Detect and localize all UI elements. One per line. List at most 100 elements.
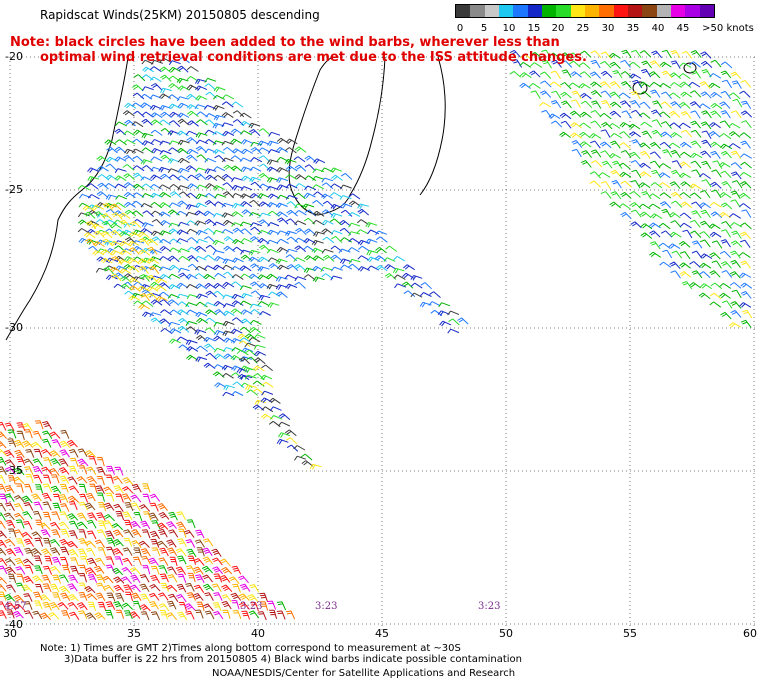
wind-barb bbox=[649, 151, 661, 159]
wind-barb bbox=[149, 493, 161, 502]
madagascar-east-coast bbox=[419, 56, 446, 196]
wind-barb bbox=[709, 270, 721, 278]
wind-barb bbox=[85, 547, 96, 557]
wind-barb bbox=[203, 538, 214, 547]
wind-barb bbox=[540, 80, 552, 88]
wind-barb bbox=[41, 574, 51, 584]
wind-barb bbox=[560, 82, 572, 90]
wind-barb bbox=[212, 148, 225, 155]
wind-barb bbox=[160, 173, 172, 181]
wind-barb bbox=[284, 147, 297, 154]
wind-barb bbox=[710, 282, 723, 290]
wind-barb bbox=[259, 310, 271, 316]
wind-barb bbox=[729, 213, 741, 219]
wind-barb bbox=[330, 183, 343, 189]
wind-barb bbox=[205, 183, 218, 189]
wind-barb bbox=[96, 492, 105, 502]
wind-barb bbox=[258, 283, 271, 289]
wind-barb bbox=[141, 132, 154, 139]
wind-barb bbox=[640, 121, 653, 128]
wind-barb bbox=[620, 211, 632, 220]
wind-barb bbox=[221, 112, 234, 119]
wind-barb bbox=[138, 238, 150, 246]
wind-barb bbox=[244, 333, 257, 340]
wind-barb bbox=[21, 531, 33, 540]
wind-barb bbox=[33, 448, 43, 458]
wind-barb bbox=[15, 582, 26, 592]
wind-barb bbox=[141, 111, 154, 118]
wind-barb bbox=[679, 151, 692, 158]
wind-barb bbox=[648, 193, 661, 200]
wind-barb bbox=[0, 558, 8, 567]
wind-barb bbox=[228, 576, 240, 585]
wind-barb bbox=[102, 266, 114, 275]
wind-barb bbox=[561, 100, 572, 109]
wind-barb bbox=[51, 556, 62, 566]
wind-barb bbox=[240, 130, 252, 136]
wind-barb bbox=[132, 556, 142, 566]
wind-barb bbox=[89, 483, 98, 493]
wind-barb bbox=[252, 380, 265, 387]
wind-barb bbox=[177, 538, 187, 547]
wind-barb bbox=[248, 256, 261, 263]
wind-barb bbox=[248, 122, 261, 129]
wind-barb bbox=[679, 262, 691, 269]
wind-barb bbox=[250, 181, 262, 189]
wind-barb bbox=[302, 203, 315, 210]
wind-barb bbox=[660, 91, 672, 100]
wind-barb bbox=[710, 141, 722, 149]
wind-barb bbox=[258, 128, 271, 136]
wind-barb bbox=[609, 101, 622, 109]
wind-barb bbox=[131, 148, 144, 154]
wind-barb bbox=[691, 270, 703, 279]
wind-barb bbox=[639, 91, 652, 98]
wind-barb bbox=[689, 90, 702, 98]
wind-barb bbox=[731, 110, 742, 119]
wind-barb bbox=[196, 139, 209, 145]
wind-barb bbox=[0, 547, 7, 556]
wind-barb bbox=[0, 502, 7, 512]
wind-barb bbox=[357, 255, 370, 261]
wind-barb bbox=[238, 340, 251, 347]
wind-barb bbox=[439, 320, 452, 327]
wind-barb bbox=[698, 103, 711, 110]
wind-barb bbox=[219, 574, 231, 583]
wind-barb bbox=[609, 91, 621, 99]
wind-barb bbox=[124, 148, 136, 155]
wind-barb bbox=[222, 182, 234, 190]
madagascar-outline bbox=[288, 56, 386, 216]
wind-barb bbox=[740, 260, 751, 269]
wind-barb bbox=[601, 100, 612, 109]
wind-barb bbox=[159, 140, 172, 146]
legend-swatch bbox=[541, 5, 557, 17]
wind-barb bbox=[3, 512, 15, 521]
wind-barb bbox=[23, 593, 33, 602]
wind-barb bbox=[128, 285, 141, 292]
wind-barb bbox=[100, 257, 113, 264]
wind-barb bbox=[159, 105, 172, 111]
wind-barb bbox=[106, 146, 118, 154]
wind-barb bbox=[293, 156, 306, 163]
wind-barb bbox=[115, 121, 128, 127]
wind-barb bbox=[123, 519, 133, 529]
wind-barb bbox=[51, 474, 60, 484]
wind-barb bbox=[128, 247, 140, 255]
wind-barb bbox=[658, 242, 671, 249]
wind-barb bbox=[213, 174, 226, 182]
wind-barb bbox=[158, 528, 168, 538]
wind-barb bbox=[24, 564, 34, 574]
wind-barb bbox=[149, 502, 159, 512]
wind-barb bbox=[140, 593, 150, 603]
wind-barb bbox=[202, 574, 213, 583]
wind-barb bbox=[720, 61, 733, 69]
wind-barb bbox=[639, 142, 651, 150]
wind-barb bbox=[222, 310, 235, 317]
wind-barb bbox=[681, 50, 693, 59]
wind-barb bbox=[40, 529, 51, 538]
wind-barb bbox=[132, 183, 145, 190]
wind-barb bbox=[652, 100, 663, 109]
wind-barb bbox=[23, 601, 33, 610]
wind-barb bbox=[119, 268, 132, 274]
wind-barb bbox=[739, 192, 751, 200]
wind-barb bbox=[275, 202, 288, 209]
